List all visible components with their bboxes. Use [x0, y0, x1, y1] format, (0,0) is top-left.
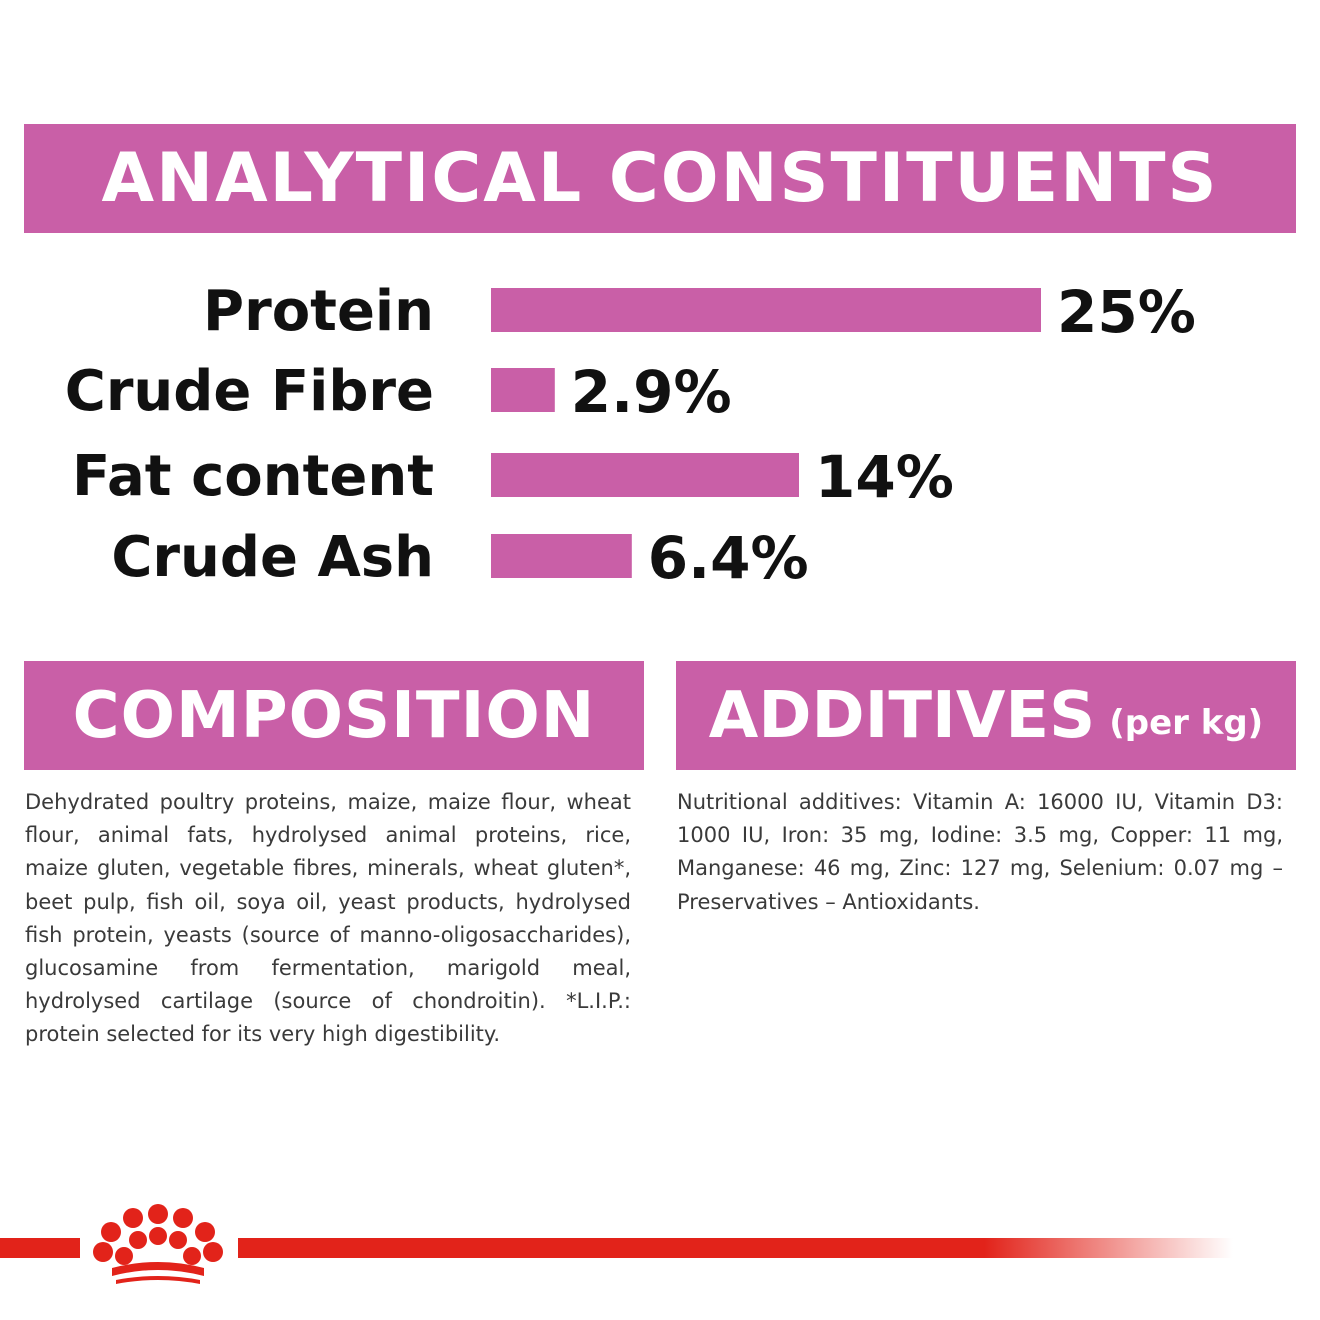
- additives-text: Nutritional additives: Vitamin A: 16000 …: [677, 790, 1283, 914]
- value-label: 6.4%: [648, 524, 809, 592]
- category-label: Crude Ash: [111, 525, 434, 590]
- composition-title: COMPOSITION: [72, 678, 596, 753]
- category-label: Crude Fibre: [65, 359, 434, 424]
- analytical-constituents-chart: Protein Crude Fibre Fat content Crude Ash 2…: [65, 278, 1196, 592]
- value-label: 2.9%: [571, 358, 732, 426]
- category-label: Protein: [203, 279, 434, 344]
- brand-footer: [0, 1204, 1233, 1284]
- category-label: Fat content: [72, 444, 434, 509]
- additives-title: ADDITIVES: [708, 678, 1096, 753]
- value-label: 25%: [1057, 278, 1196, 346]
- analytical-constituents-title: ANALYTICAL CONSTITUENTS: [101, 139, 1219, 218]
- bar: [491, 288, 1041, 332]
- additives-header: ADDITIVES (per kg): [676, 661, 1296, 770]
- footer-red-band-left: [0, 1238, 80, 1258]
- composition-header: COMPOSITION: [24, 661, 644, 770]
- composition-text: Dehydrated poultry proteins, maize, maiz…: [25, 790, 631, 1047]
- bar: [491, 534, 632, 578]
- crown-icon: [93, 1204, 223, 1284]
- bar: [491, 368, 555, 412]
- analytical-constituents-header: ANALYTICAL CONSTITUENTS: [24, 124, 1296, 233]
- bar: [491, 453, 799, 497]
- additives-title-suffix: (per kg): [1109, 702, 1264, 743]
- footer-red-band-right: [238, 1238, 1233, 1258]
- value-label: 14%: [815, 443, 954, 511]
